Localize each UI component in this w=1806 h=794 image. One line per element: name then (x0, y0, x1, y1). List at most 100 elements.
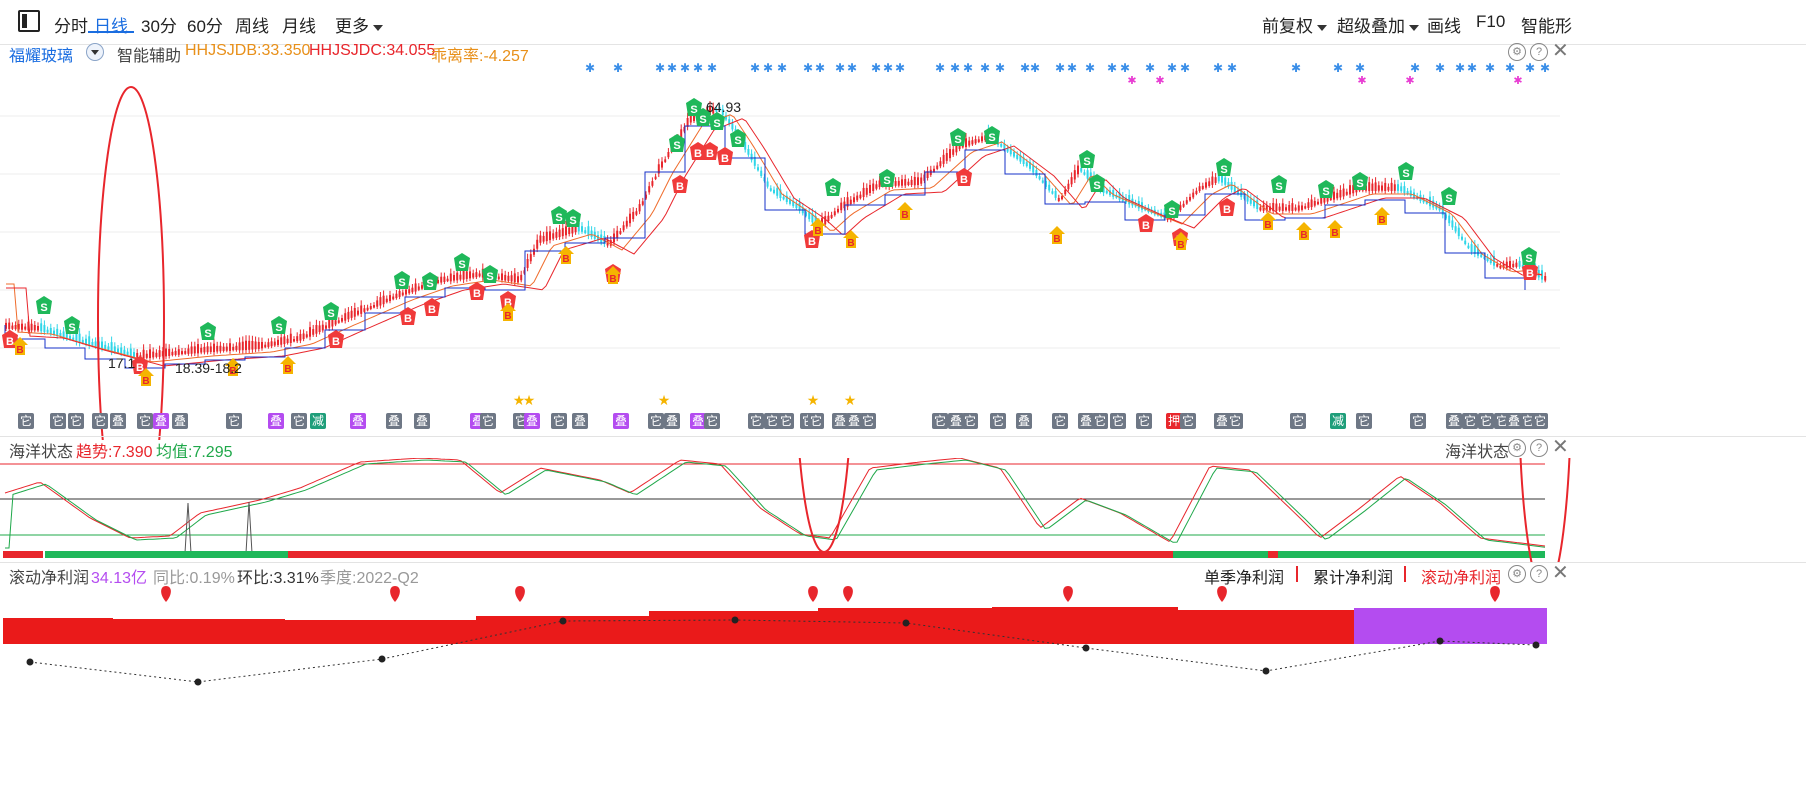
event-tag[interactable]: 它 (1462, 413, 1479, 429)
event-tag[interactable]: 它 (962, 413, 979, 429)
candle (965, 138, 967, 148)
event-tag[interactable]: 叠 (524, 413, 541, 429)
buy-arrow-icon (280, 356, 296, 374)
event-tag[interactable]: 叠 (1446, 413, 1463, 429)
event-tag[interactable]: 它 (764, 413, 781, 429)
event-tag[interactable]: 它 (18, 413, 35, 429)
event-tag[interactable]: 它 (1290, 413, 1307, 429)
event-tag[interactable]: 它 (1052, 413, 1069, 429)
candle (1521, 264, 1524, 268)
event-tag[interactable]: 叠 (172, 413, 189, 429)
tab-monthly[interactable]: 月线 (282, 17, 316, 36)
event-tag[interactable]: 它 (50, 413, 67, 429)
candle (507, 275, 510, 281)
price-adjust-dropdown[interactable]: 前复权 (1262, 12, 1327, 37)
help-icon[interactable]: ? (1530, 439, 1548, 457)
buy-arrow-icon (810, 218, 826, 236)
candle (1416, 195, 1419, 199)
event-tag[interactable]: 叠 (1214, 413, 1231, 429)
event-tag[interactable]: 它 (860, 413, 877, 429)
settings-icon[interactable]: ⚙ (1508, 439, 1526, 457)
event-tag[interactable]: 叠 (386, 413, 403, 429)
event-tag[interactable]: 它 (808, 413, 825, 429)
event-tag[interactable]: 叠 (832, 413, 849, 429)
event-tag[interactable]: 它 (1136, 413, 1153, 429)
event-tag[interactable]: 它 (137, 413, 154, 429)
help-icon[interactable]: ? (1530, 43, 1548, 61)
event-tag[interactable]: 叠 (948, 413, 965, 429)
tab-weekly[interactable]: 周线 (235, 17, 269, 36)
event-tag[interactable]: 叠 (1078, 413, 1095, 429)
event-tag[interactable]: 押 (1166, 413, 1183, 429)
tab-rolling-profit[interactable]: 滚动净利润 (1421, 570, 1502, 587)
event-tag[interactable]: 它 (1356, 413, 1373, 429)
event-tag[interactable]: 它 (1478, 413, 1495, 429)
tab-30min[interactable]: 30分 (141, 17, 177, 36)
close-icon[interactable]: ✕ (1552, 562, 1569, 584)
event-tag[interactable]: 它 (1532, 413, 1549, 429)
event-tag[interactable]: 它 (551, 413, 568, 429)
smart-pattern-button[interactable]: 智能形 (1521, 17, 1572, 36)
candle (549, 231, 551, 241)
tab-60min[interactable]: 60分 (187, 17, 223, 36)
close-icon[interactable]: ✕ (1552, 40, 1569, 62)
sidebar-toggle-icon[interactable] (18, 10, 40, 32)
kline-chart[interactable]: ✱ ✱ ✱ ✱ ✱ ✱ ✱ ✱ ✱ ✱ ✱ ✱ ✱ ✱ ✱ ✱ ✱ ✱ ✱ ✱ ✱ ✱ ✱ ✱ ✱ ✱ ✱ ✱ ✱ ✱ ✱ ✱ ✱ ✱ ✱ ✱ ✱ ✱ ✱ ✱… (0, 60, 1806, 440)
event-tag[interactable]: 减 (310, 413, 327, 429)
event-tag[interactable]: 它 (291, 413, 308, 429)
event-tag[interactable]: 叠 (350, 413, 367, 429)
ocean-state-chart[interactable] (0, 458, 1806, 562)
event-tag[interactable]: 叠 (414, 413, 431, 429)
event-tag[interactable]: 它 (1092, 413, 1109, 429)
event-tag[interactable]: 叠 (110, 413, 127, 429)
candle (1185, 200, 1188, 204)
candle (574, 225, 577, 233)
f10-button[interactable]: F10 (1476, 12, 1506, 31)
assist-dropdown-icon[interactable] (86, 43, 104, 61)
event-pin-icon (390, 586, 400, 602)
event-tag[interactable]: 它 (68, 413, 85, 429)
settings-icon[interactable]: ⚙ (1508, 565, 1526, 583)
buy-signal-icon-label: B (136, 362, 144, 374)
help-icon[interactable]: ? (1530, 565, 1548, 583)
sell-signal-icon-label: S (1445, 193, 1452, 205)
event-tag[interactable]: 它 (480, 413, 497, 429)
event-tag[interactable]: 叠 (1506, 413, 1523, 429)
event-tag[interactable]: 它 (1410, 413, 1427, 429)
event-tag[interactable]: 它 (92, 413, 109, 429)
event-tag[interactable]: 它 (704, 413, 721, 429)
more-dropdown[interactable]: 更多 (335, 12, 383, 37)
event-tag[interactable]: 它 (778, 413, 795, 429)
settings-icon[interactable]: ⚙ (1508, 43, 1526, 61)
event-tag[interactable]: 叠 (1016, 413, 1033, 429)
tab-intraday[interactable]: 分时 (54, 17, 88, 36)
event-tag[interactable]: 它 (748, 413, 765, 429)
tab-single-quarter-profit[interactable]: 单季净利润 (1204, 570, 1285, 587)
stock-name[interactable]: 福耀玻璃 (9, 48, 74, 65)
event-tag[interactable]: 叠 (153, 413, 170, 429)
draw-line-button[interactable]: 画线 (1427, 17, 1461, 36)
event-tag[interactable]: 减 (1330, 413, 1347, 429)
event-tag[interactable]: 它 (990, 413, 1007, 429)
rolling-profit-chart[interactable] (0, 584, 1806, 694)
close-icon[interactable]: ✕ (1552, 436, 1569, 458)
event-tag[interactable]: 它 (1227, 413, 1244, 429)
event-tag[interactable]: 叠 (268, 413, 285, 429)
event-tag[interactable]: 叠 (613, 413, 630, 429)
event-tag[interactable]: 它 (1110, 413, 1127, 429)
event-tag[interactable]: 叠 (690, 413, 707, 429)
event-tag[interactable]: 它 (226, 413, 243, 429)
tab-cumulative-profit[interactable]: 累计净利润 (1313, 570, 1394, 587)
event-tag[interactable]: 它 (932, 413, 949, 429)
event-tag[interactable]: 它 (1180, 413, 1197, 429)
event-tag[interactable]: 叠 (846, 413, 863, 429)
buy-arrow-label: B (562, 254, 569, 265)
event-tag[interactable]: 它 (648, 413, 665, 429)
candle (1022, 157, 1025, 165)
event-tag[interactable]: 叠 (572, 413, 589, 429)
tab-daily[interactable]: 日线 (94, 17, 128, 36)
super-overlay-dropdown[interactable]: 超级叠加 (1337, 12, 1419, 37)
event-tag[interactable]: 叠 (664, 413, 681, 429)
sell-signal-icon-label: S (458, 259, 465, 271)
buy-signal-icon (400, 307, 416, 325)
